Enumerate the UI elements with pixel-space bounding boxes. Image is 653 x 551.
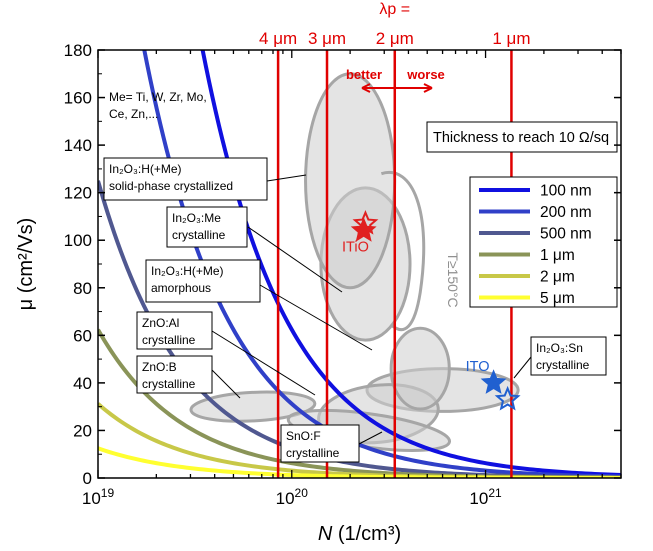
star-marker-1 [350,217,377,242]
annotation-line-1: crystalline [142,377,196,391]
connector-5 [358,431,383,445]
y-axis-title: μ (cm²/Vs) [15,218,37,311]
legend-entry-3: 1 μm [540,247,575,264]
y-tick-label-5: 100 [64,231,92,250]
annotation-box [136,311,213,350]
y-tick-label-2: 40 [73,374,92,393]
x-tick-label-1: 1020 [276,486,309,508]
legend-box [469,176,618,308]
annotation-line-1: crystalline [142,333,196,347]
connector-2 [259,284,373,351]
worse-label: worse [406,67,445,82]
plasma-label-2: 2 μm [376,29,414,48]
connector-4 [211,369,241,399]
legend-entry-1: 200 nm [540,204,592,221]
annotation-al-box: ZnO:Al crystalline [136,311,213,350]
region-zno-b [189,390,317,423]
connector-6 [513,356,532,379]
annotation-line-0: ZnO:B [142,360,177,374]
annotation-sn-box: In₂O₃:Sn crystalline [530,336,607,376]
annotation-box [280,424,360,463]
annotation-line-0: In₂O₃:Sn [536,341,583,355]
plasma-header: λp = [379,1,410,18]
region-t150-outline [380,170,426,332]
annotation-line-1: amorphous [151,281,211,295]
annotation-amorph-box: In₂O₃:H(+Me) amorphous [145,259,261,303]
annotation-line-0: In₂O₃:H(+Me) [109,162,182,176]
x-axis-title: N (1/cm³) [318,523,401,545]
annotation-line-1: crystalline [172,228,226,242]
annotation-line-0: ZnO:Al [142,316,179,330]
plasma-label-0: 4 μm [259,29,297,48]
legend-entry-0: 100 nm [540,183,592,200]
x-tick-label-0: 1019 [82,486,115,508]
y-tick-label-1: 20 [73,421,92,440]
better-label: better [346,67,382,82]
annotation-line-1: Ce, Zn,... [109,107,158,121]
connector-3 [211,330,316,396]
y-tick-label-9: 180 [64,41,92,60]
region-amorphous [389,326,451,411]
annotation-line-1: solid-phase crystallized [109,179,233,193]
annotation-box [145,259,261,303]
annotation-box [530,336,607,376]
better-worse-arrow [361,83,433,93]
region-spc [304,72,397,290]
legend-entry-2: 500 nm [540,226,592,243]
star-label-0: ITiO [342,240,369,256]
y-tick-label-0: 0 [83,469,92,488]
y-tick-label-6: 120 [64,184,92,203]
connector-0 [266,174,307,182]
star-marker-3 [494,385,521,411]
star-marker-2 [480,369,507,394]
y-tick-label-3: 60 [73,326,92,345]
y-tick-label-7: 140 [64,136,92,155]
annotation-b-box: ZnO:B crystalline [136,355,213,394]
annotation-box [136,355,213,394]
annotation-line-0: In₂O₃:H(+Me) [151,264,224,278]
y-tick-label-8: 160 [64,89,92,108]
annotation-line-1: crystalline [286,446,340,460]
star-label-2: ITO [466,359,490,375]
annotation-line-0: SnO:F [286,429,321,443]
annotation-line-0: In₂O₃:Me [172,211,221,225]
plasma-label-1: 3 μm [308,29,346,48]
plasma-label-3: 1 μm [492,29,530,48]
annotation-me-note: Me= Ti, W, Zr, Mo, Ce, Zn,... [109,90,207,121]
legend-entry-5: 5 μm [540,290,575,307]
annotation-box [103,157,268,201]
annotation-spc-box: In₂O₃:H(+Me) solid-phase crystallized [103,157,268,201]
annotation-line-1: crystalline [536,358,590,372]
annotation-me-box: In₂O₃:Me crystalline [166,206,248,248]
legend-title-box [426,121,618,153]
t150-label: T≥150°C [445,252,461,307]
x-tick-label-2: 1021 [469,486,502,508]
legend-title: Thickness to reach 10 Ω/sq [433,130,609,146]
legend-entry-4: 2 μm [540,269,575,286]
annotation-box [166,206,248,248]
annotation-line-0: Me= Ti, W, Zr, Mo, [109,90,207,104]
y-tick-label-4: 80 [73,279,92,298]
annotation-f-box: SnO:F crystalline [280,424,360,463]
connector-1 [247,226,343,293]
series-line-0 [200,50,621,478]
